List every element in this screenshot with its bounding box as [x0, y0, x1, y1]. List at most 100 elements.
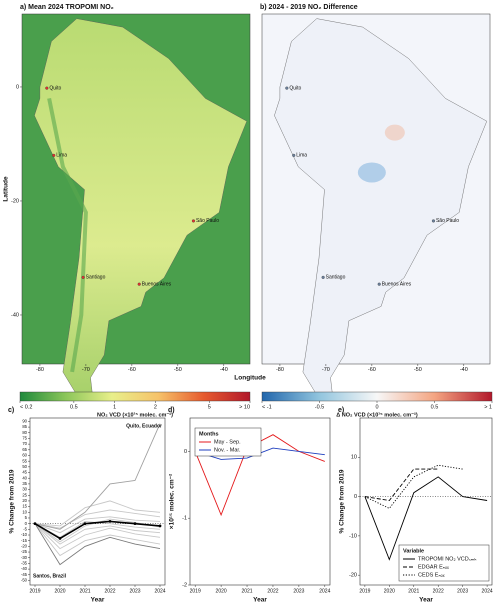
- y-tick-label: 30: [22, 487, 27, 492]
- y-tick-label: 15: [22, 504, 27, 509]
- legend: [398, 544, 490, 582]
- x-tick-label: -50: [174, 367, 182, 373]
- map-title: a) Mean 2024 TROPOMI NO₂: [20, 4, 114, 11]
- y-tick-label: -50: [21, 578, 28, 583]
- city-marker: [292, 153, 296, 157]
- panel-title: c): [8, 407, 14, 414]
- y-tick-label: 55: [22, 458, 27, 463]
- x-tick-label: -80: [276, 367, 284, 373]
- point: [83, 522, 87, 526]
- x-tick-label: 2019: [359, 588, 370, 594]
- y-tick-label: 45: [22, 470, 27, 475]
- y-tick-label: 75: [22, 436, 27, 441]
- x-tick-label: 2020: [54, 588, 65, 594]
- series-line: [34, 500, 161, 527]
- panel-title: e): [338, 407, 344, 414]
- y-tick-label: 70: [22, 441, 27, 446]
- city-label: Santiago: [86, 275, 106, 281]
- x-tick-label: 2019: [190, 588, 201, 594]
- y-tick-label: -10: [349, 533, 357, 539]
- x-tick-label: 2021: [79, 588, 90, 594]
- y-tick-label: -10: [21, 532, 28, 537]
- x-tick-label: 2022: [267, 588, 278, 594]
- y-tick-label: 50: [22, 464, 27, 469]
- point: [58, 537, 62, 540]
- x-axis-label: Year: [253, 597, 267, 604]
- y-tick-label: 5: [25, 515, 28, 520]
- city-marker: [431, 219, 436, 223]
- y-tick-label: -25: [21, 549, 28, 554]
- plot-area: [29, 417, 166, 586]
- x-tick-label: -40: [220, 367, 228, 373]
- series-line: [34, 523, 161, 566]
- city-label: São Paulo: [196, 218, 219, 224]
- continent: [34, 18, 248, 398]
- point: [133, 522, 137, 526]
- y-tick-label: 25: [22, 492, 27, 497]
- y-tick-label: -40: [21, 566, 28, 571]
- y-axis-label: ×10¹⁵ molec. cm⁻²: [169, 473, 176, 529]
- colorbar-tick-label: 2: [154, 404, 157, 410]
- colorbar-tick-label: -0.5: [315, 404, 324, 410]
- x-tick-label: 2020: [384, 588, 395, 594]
- x-tick-label: -70: [82, 367, 90, 373]
- series-line: [364, 468, 439, 501]
- y-tick-label: -20: [349, 573, 357, 579]
- y-tick-label: 20: [22, 498, 27, 503]
- y-tick-label: 10: [351, 455, 357, 461]
- y-tick-label: 35: [22, 481, 27, 486]
- x-tick-label: -80: [36, 367, 44, 373]
- colorbar-tick-label: < 0.2: [20, 404, 32, 410]
- y-tick-label: 90: [22, 419, 27, 424]
- y-tick-label: -1: [182, 516, 187, 522]
- y-tick-label: 65: [22, 447, 27, 452]
- x-axis-label: Longitude: [234, 375, 266, 382]
- x-tick-label: 2022: [433, 588, 444, 594]
- series-line: [34, 523, 161, 550]
- city-label: Lima: [296, 153, 307, 159]
- city-marker: [191, 219, 196, 223]
- andes: [47, 97, 88, 373]
- colorbar-tick-label: > 1: [484, 404, 492, 410]
- city-marker: [45, 86, 49, 90]
- city-marker: [377, 282, 381, 286]
- y-tick-label: -20: [11, 198, 19, 204]
- y-tick-label: 0: [184, 449, 187, 455]
- y-tick-label: -45: [21, 572, 28, 577]
- city-label: São Paulo: [436, 218, 459, 224]
- map-title: b) 2024 - 2019 NO₂ Difference: [260, 4, 358, 11]
- annotation: Quito, Ecuador: [126, 423, 162, 429]
- y-tick-label: 0: [25, 521, 28, 526]
- y-tick-label: 80: [22, 430, 27, 435]
- y-tick-label: -2: [182, 582, 187, 588]
- series-line: [34, 520, 161, 540]
- city-label: Lima: [56, 153, 67, 159]
- difference-blob: [357, 162, 386, 183]
- colorbar-tick-label: 0.5: [70, 404, 78, 410]
- x-tick-label: -60: [368, 367, 376, 373]
- colorbar-tick-label: < -1: [262, 404, 272, 410]
- series-line: [34, 516, 161, 534]
- colorbar-tick-label: > 10: [239, 404, 250, 410]
- legend-label: May - Sep.: [214, 439, 241, 445]
- point: [33, 522, 37, 526]
- y-tick-label: 10: [22, 509, 27, 514]
- series-line: [364, 476, 488, 561]
- y-axis-label: % Change from 2019: [339, 469, 346, 533]
- point: [108, 519, 112, 523]
- legend-title: Variable: [403, 548, 424, 554]
- x-tick-label: 2021: [241, 588, 252, 594]
- point: [158, 524, 162, 528]
- x-tick-label: -50: [414, 367, 422, 373]
- continent: [274, 18, 488, 398]
- x-tick-label: 2023: [293, 588, 304, 594]
- city-marker: [81, 275, 85, 279]
- legend-label: Nov. - Mar.: [214, 447, 241, 453]
- x-tick-label: 2024: [482, 588, 493, 594]
- city-label: Buenos Aires: [382, 282, 412, 288]
- legend-label: EDGAR Eₙₒₓ: [418, 564, 449, 570]
- colorbar-label: Δ NO₂ VCD (×10¹⁵ molec. cm⁻²): [336, 411, 418, 418]
- y-tick-label: -35: [21, 561, 28, 566]
- x-axis-label: Year: [419, 597, 433, 604]
